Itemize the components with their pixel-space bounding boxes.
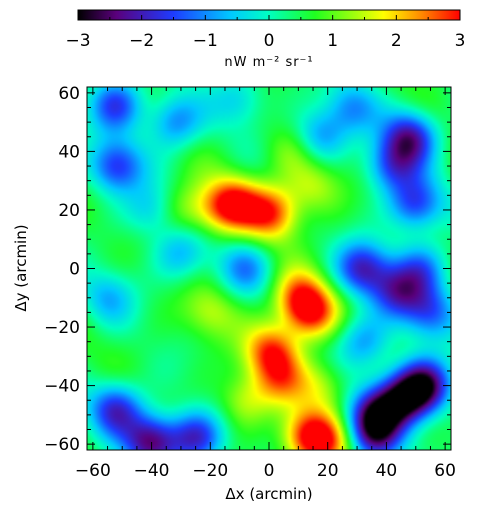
colorbar-ticks: −3 −2 −1 0 1 2 3 <box>65 15 465 51</box>
y-tick-label: 0 <box>69 260 80 280</box>
x-tick-label: 0 <box>264 461 275 481</box>
x-axis-label: Δx (arcmin) <box>225 485 312 503</box>
colorbar: −3 −2 −1 0 1 2 3 nW m⁻² sr⁻¹ <box>65 9 465 70</box>
colorbar-tick-label: 1 <box>327 31 338 51</box>
colorbar-tick-label: 2 <box>391 31 402 51</box>
colorbar-tick-label: −3 <box>65 31 90 51</box>
colorbar-tick-label: 3 <box>455 31 466 51</box>
y-tick-label: −60 <box>44 435 80 455</box>
y-tick-label: −20 <box>44 318 80 338</box>
colorbar-tick-label: −1 <box>193 31 218 51</box>
colorbar-label: nW m⁻² sr⁻¹ <box>224 55 313 70</box>
heatmap <box>87 87 451 450</box>
y-tick-label: 60 <box>58 84 80 104</box>
x-axis: −60 −40 −20 0 20 40 60 <box>75 87 456 481</box>
y-tick-label: 20 <box>58 201 80 221</box>
y-tick-label: 40 <box>58 142 80 162</box>
x-tick-label: −60 <box>75 461 111 481</box>
y-axis-label: Δy (arcmin) <box>12 224 30 311</box>
x-tick-label: −20 <box>192 461 228 481</box>
y-tick-label: −40 <box>44 377 80 397</box>
y-axis: −60 −40 −20 0 20 40 60 <box>44 84 451 455</box>
x-tick-label: 40 <box>376 461 398 481</box>
x-tick-label: −40 <box>134 461 170 481</box>
colorbar-tick-label: −2 <box>129 31 154 51</box>
x-tick-label: 60 <box>434 461 456 481</box>
colorbar-tick-label: 0 <box>264 31 275 51</box>
x-tick-label: 20 <box>317 461 339 481</box>
heatmap-image <box>87 87 451 450</box>
